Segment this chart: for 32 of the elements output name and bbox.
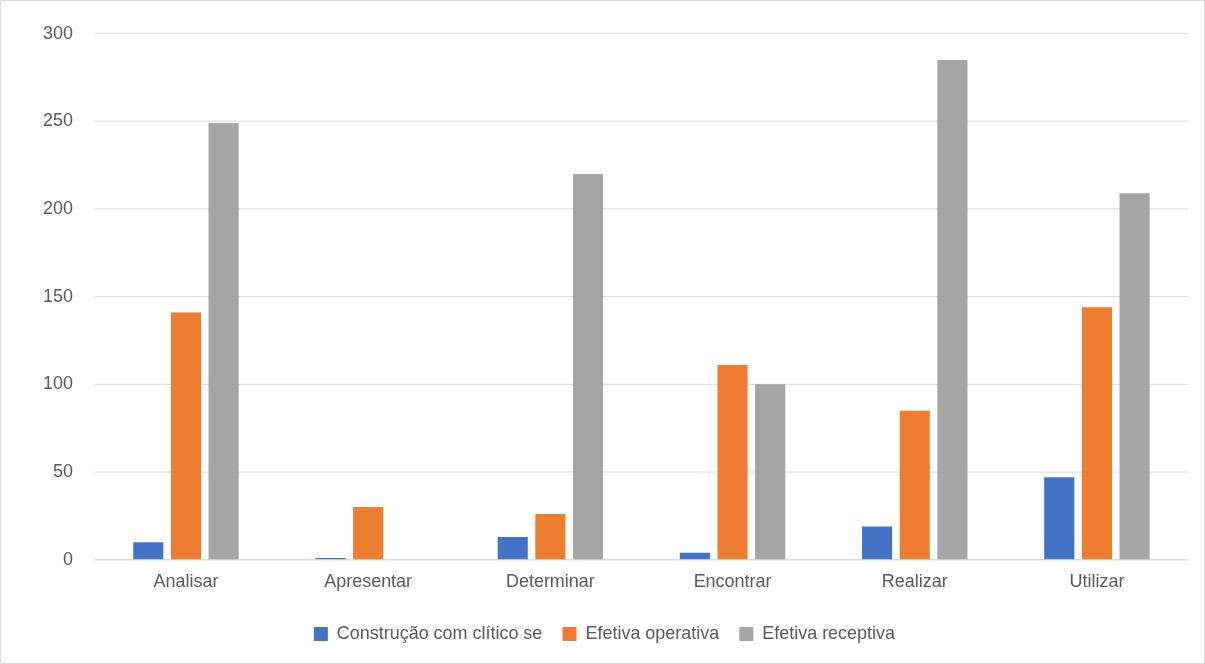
x-tick-label: Determinar (505, 571, 595, 592)
bar (1044, 477, 1075, 560)
bar (679, 552, 710, 560)
bar (535, 514, 566, 560)
bar (497, 536, 528, 560)
x-tick-label: Utilizar (1069, 571, 1125, 592)
bar (170, 312, 202, 560)
y-tick-label: 100 (42, 373, 73, 394)
bar (1119, 193, 1150, 560)
bar (937, 60, 968, 560)
legend-label: Construção com clítico se (336, 623, 543, 644)
y-tick-label: 50 (52, 461, 73, 481)
bar (208, 123, 239, 560)
bar (717, 365, 748, 560)
legend-label: Efetiva receptiva (762, 623, 895, 644)
y-tick-label: 250 (42, 110, 73, 131)
bar (1081, 307, 1112, 560)
y-tick-label: 0 (62, 548, 73, 569)
bar (755, 384, 786, 560)
x-tick-label: Realizar (881, 571, 948, 592)
x-tick-label: Encontrar (693, 571, 772, 592)
bar (862, 526, 893, 560)
bar (572, 173, 604, 560)
bar (353, 507, 384, 560)
y-tick-label: 150 (42, 285, 73, 306)
y-tick-label: 200 (42, 198, 73, 218)
legend-label: Efetiva operativa (585, 623, 720, 644)
bar (899, 410, 930, 560)
y-tick-label: 300 (42, 22, 73, 43)
x-tick-label: Analisar (153, 571, 219, 592)
bar (133, 542, 164, 560)
x-tick-label: Apresentar (324, 571, 413, 592)
